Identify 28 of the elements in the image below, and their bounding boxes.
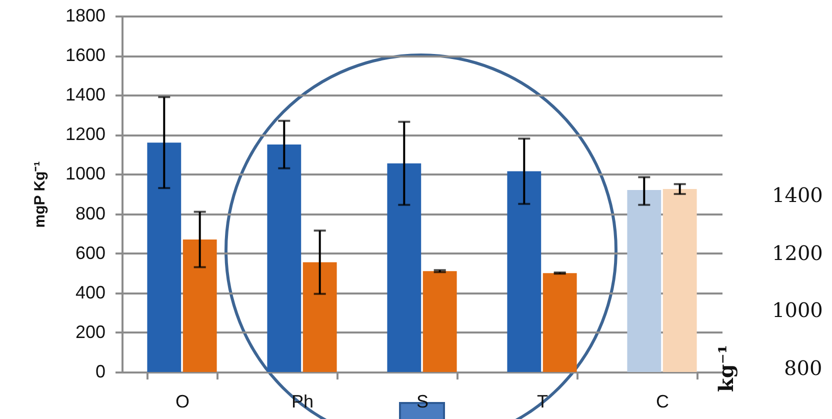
bar [422, 271, 457, 372]
y-tick-label: 1400 [65, 84, 106, 105]
x-tick-label: C [656, 392, 669, 412]
bar [147, 142, 182, 372]
y-axis-title: mgP Kg⁻¹ [31, 161, 48, 228]
text: 1000 [772, 298, 823, 322]
bar [627, 190, 662, 372]
y-tick-label: 1800 [65, 6, 106, 26]
y-tick-label: 200 [75, 322, 106, 342]
annotation: kg⁻¹ [714, 344, 738, 392]
y-tick-label: 1600 [65, 45, 106, 66]
bar [542, 273, 577, 372]
y-tick-label: 0 [95, 362, 106, 382]
text: 800 [784, 356, 822, 380]
bar [507, 171, 542, 372]
y-tick-label: 1200 [65, 124, 106, 144]
text: 1200 [772, 241, 823, 265]
y-tick-label: 600 [75, 242, 106, 263]
y-tick-label: 400 [75, 282, 106, 302]
bar [302, 262, 337, 372]
bar [182, 239, 217, 372]
y-tick-label: 1000 [65, 164, 106, 184]
y-tick-label: 800 [75, 203, 106, 224]
text: 1400 [772, 183, 823, 207]
bar [662, 189, 697, 372]
bar [267, 144, 302, 372]
bar [387, 163, 422, 372]
x-tick-label: O [175, 392, 190, 412]
